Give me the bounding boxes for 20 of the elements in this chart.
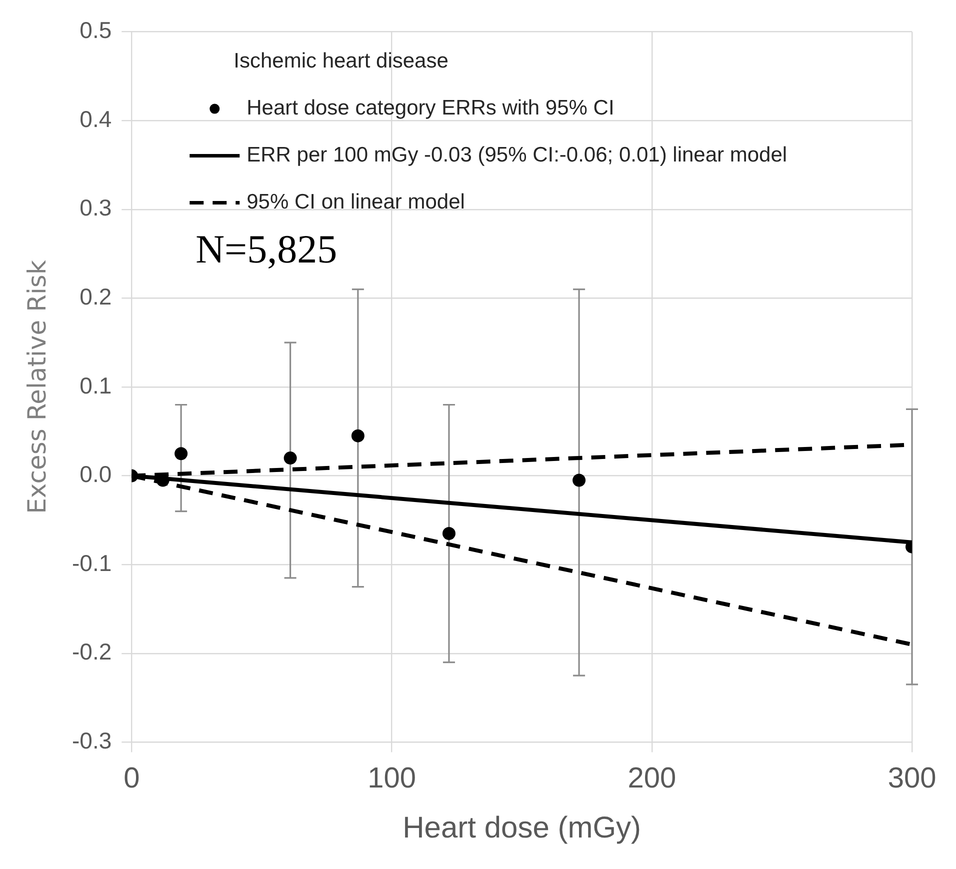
y-tick-label: -0.2	[72, 638, 112, 665]
legend-label: Heart dose category ERRs with 95% CI	[246, 96, 614, 120]
y-tick-label: 0.5	[80, 17, 112, 44]
y-tick-label: 0.3	[80, 194, 112, 221]
x-tick-label: 300	[888, 762, 936, 795]
x-axis-title: Heart dose (mGy)	[402, 811, 642, 844]
y-axis-title: Excess Relative Risk	[22, 260, 52, 514]
y-tick-label: 0.2	[80, 284, 112, 310]
legend-title: Ischemic heart disease	[234, 50, 448, 73]
x-tick-label: 100	[368, 762, 416, 795]
legend-label: ERR per 100 mGy -0.03 (95% CI:-0.06; 0.01) linear model	[246, 144, 788, 167]
annotation: N=5,825	[196, 226, 338, 272]
y-tick-label: 0.0	[80, 461, 112, 488]
y-tick-label: -0.3	[72, 728, 112, 754]
x-tick-label: 200	[628, 762, 676, 795]
x-tick-label: 0	[124, 762, 140, 795]
y-tick-label: -0.1	[72, 550, 112, 576]
legend-label: 95% CI on linear model	[246, 190, 465, 214]
y-tick-label: 0.4	[80, 106, 112, 132]
y-tick-label: 0.1	[80, 372, 112, 398]
